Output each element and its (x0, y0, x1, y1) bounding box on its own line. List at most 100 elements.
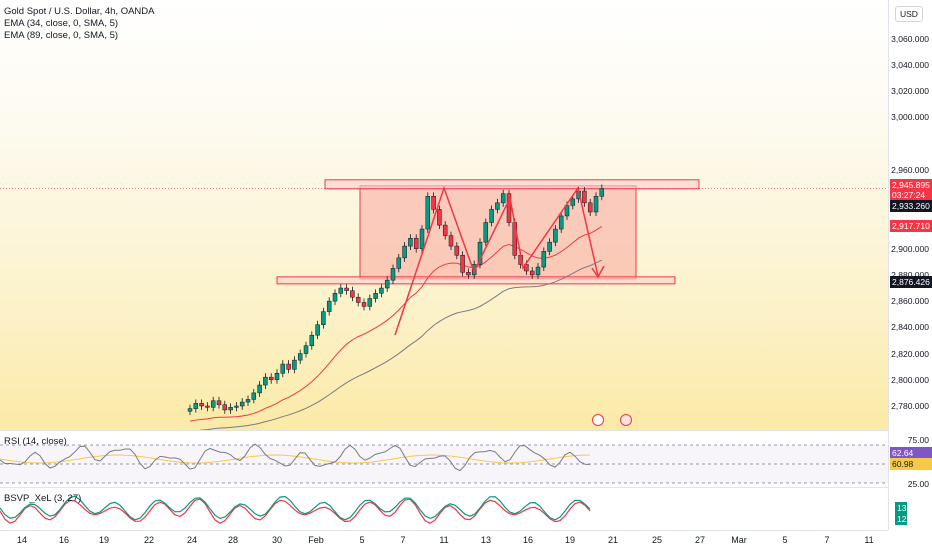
price-tick: 3,040.000 (891, 60, 929, 70)
candle-body (408, 237, 413, 247)
price-tick: 3,060.000 (891, 34, 929, 44)
rsi-legend[interactable]: RSI (14, close) (4, 436, 67, 447)
price-tick: 2,800.000 (891, 375, 929, 385)
candle-body (286, 363, 291, 370)
price-tick: 3,000.000 (891, 112, 929, 122)
candle-body (524, 264, 529, 272)
rsi-value-tag: 62.64 (890, 447, 932, 459)
economic-event-flag-icon[interactable] (620, 414, 632, 426)
price-axis[interactable]: USD 3,060.000 3,040.000 3,020.000 3,000.… (888, 0, 932, 530)
candle-body (210, 400, 216, 408)
ema34-price-tag: 2,933.260 (890, 200, 932, 212)
bar-countdown-tag: 03:27:24 (890, 189, 932, 201)
candle-body (268, 376, 274, 381)
bsvp-pane[interactable]: BSVP_XeL (3, 27) (0, 488, 888, 530)
candle-body (187, 408, 193, 412)
candle-body (239, 401, 245, 407)
candle-body (431, 196, 436, 210)
candle-body (582, 190, 587, 204)
ema89-line (198, 259, 603, 430)
candle-body (222, 404, 228, 411)
bsvp-buy-line (0, 495, 591, 521)
currency-label[interactable]: USD (895, 6, 923, 22)
time-tick: 7 (824, 535, 830, 545)
time-tick: Mar (731, 535, 747, 545)
candle-body (344, 287, 349, 291)
candle-body (495, 202, 500, 210)
rsi-line (0, 443, 591, 472)
price-tick: 2,820.000 (891, 349, 929, 359)
time-tick: 30 (271, 535, 283, 545)
candle-body (506, 193, 512, 223)
candle-body (379, 287, 384, 294)
candle-body (326, 300, 332, 312)
bsvp-legend[interactable]: BSVP_XeL (3, 27) (4, 493, 82, 504)
candle-body (263, 376, 268, 386)
last-price-tag: 2,945.895 (890, 179, 932, 191)
support-zone (276, 276, 676, 285)
candle-body (251, 392, 257, 400)
candle-body (193, 403, 199, 409)
candle-body (361, 302, 367, 307)
ema89-legend[interactable]: EMA (89, close, 0, SMA, 5) (4, 30, 119, 41)
time-tick: 16 (58, 535, 70, 545)
time-tick: 11 (439, 535, 449, 545)
candle-body (442, 224, 448, 236)
candle-body (257, 384, 262, 394)
candle-body (234, 405, 239, 408)
time-tick: 5 (359, 535, 365, 545)
candle-body (535, 266, 541, 276)
time-tick: 7 (400, 535, 406, 545)
candle-body (384, 279, 390, 289)
candle-body (297, 353, 303, 361)
candle-body (558, 215, 564, 230)
candle-body (355, 296, 361, 303)
candle-body (460, 255, 465, 273)
candle-body (587, 202, 593, 213)
candle-body (396, 257, 402, 269)
time-tick: 28 (227, 535, 239, 545)
pane-separator[interactable] (0, 487, 932, 488)
time-tick: Feb (308, 535, 324, 545)
time-axis[interactable]: 14 16 19 22 24 28 30 Feb 5 7 11 13 16 19… (0, 530, 888, 550)
candle-body (338, 287, 344, 294)
price-chart-pane[interactable]: Gold Spot / U.S. Dollar, 4h, OANDA EMA (… (0, 0, 888, 430)
price-tick: 2,860.000 (891, 296, 929, 306)
time-tick: 24 (186, 535, 198, 545)
candle-body (599, 188, 605, 197)
time-tick: 22 (143, 535, 155, 545)
ema34-legend[interactable]: EMA (34, close, 0, SMA, 5) (4, 18, 119, 29)
price-tick: 2,780.000 (891, 401, 929, 411)
projection-arrowhead (591, 265, 605, 279)
event-flash-icon[interactable] (592, 414, 604, 426)
candle-body (309, 334, 315, 346)
price-tick: 3,020.000 (891, 86, 929, 96)
candle-body (402, 245, 407, 259)
candle-body (390, 268, 396, 281)
rsi-pane[interactable]: RSI (14, close) (0, 431, 888, 487)
candle-body (373, 293, 378, 299)
candle-body (529, 270, 535, 276)
bsvp-canvas (0, 495, 591, 524)
candle-body (199, 403, 204, 407)
time-tick: 25 (651, 535, 663, 545)
price-chart-canvas[interactable] (0, 0, 888, 430)
candle-body (321, 311, 326, 325)
symbol-title[interactable]: Gold Spot / U.S. Dollar, 4h, OANDA (4, 6, 155, 17)
candle-body (303, 345, 309, 354)
rsi-ma-tag: 60.98 (890, 458, 932, 470)
time-tick: 19 (98, 535, 110, 545)
candle-body (553, 228, 558, 243)
candle-body (350, 290, 355, 298)
candle-body (425, 196, 431, 230)
pane-separator[interactable] (0, 430, 932, 431)
time-tick: 27 (694, 535, 706, 545)
candle-body (413, 237, 419, 249)
candle-body (315, 324, 320, 336)
time-tick: 16 (522, 535, 534, 545)
bsvp-value-tag: 13 (895, 502, 907, 514)
rsi-ma-line (0, 454, 591, 464)
ema34-line (189, 226, 603, 422)
candle-body (216, 400, 222, 405)
price-tick: 2,880.000 (891, 270, 929, 280)
